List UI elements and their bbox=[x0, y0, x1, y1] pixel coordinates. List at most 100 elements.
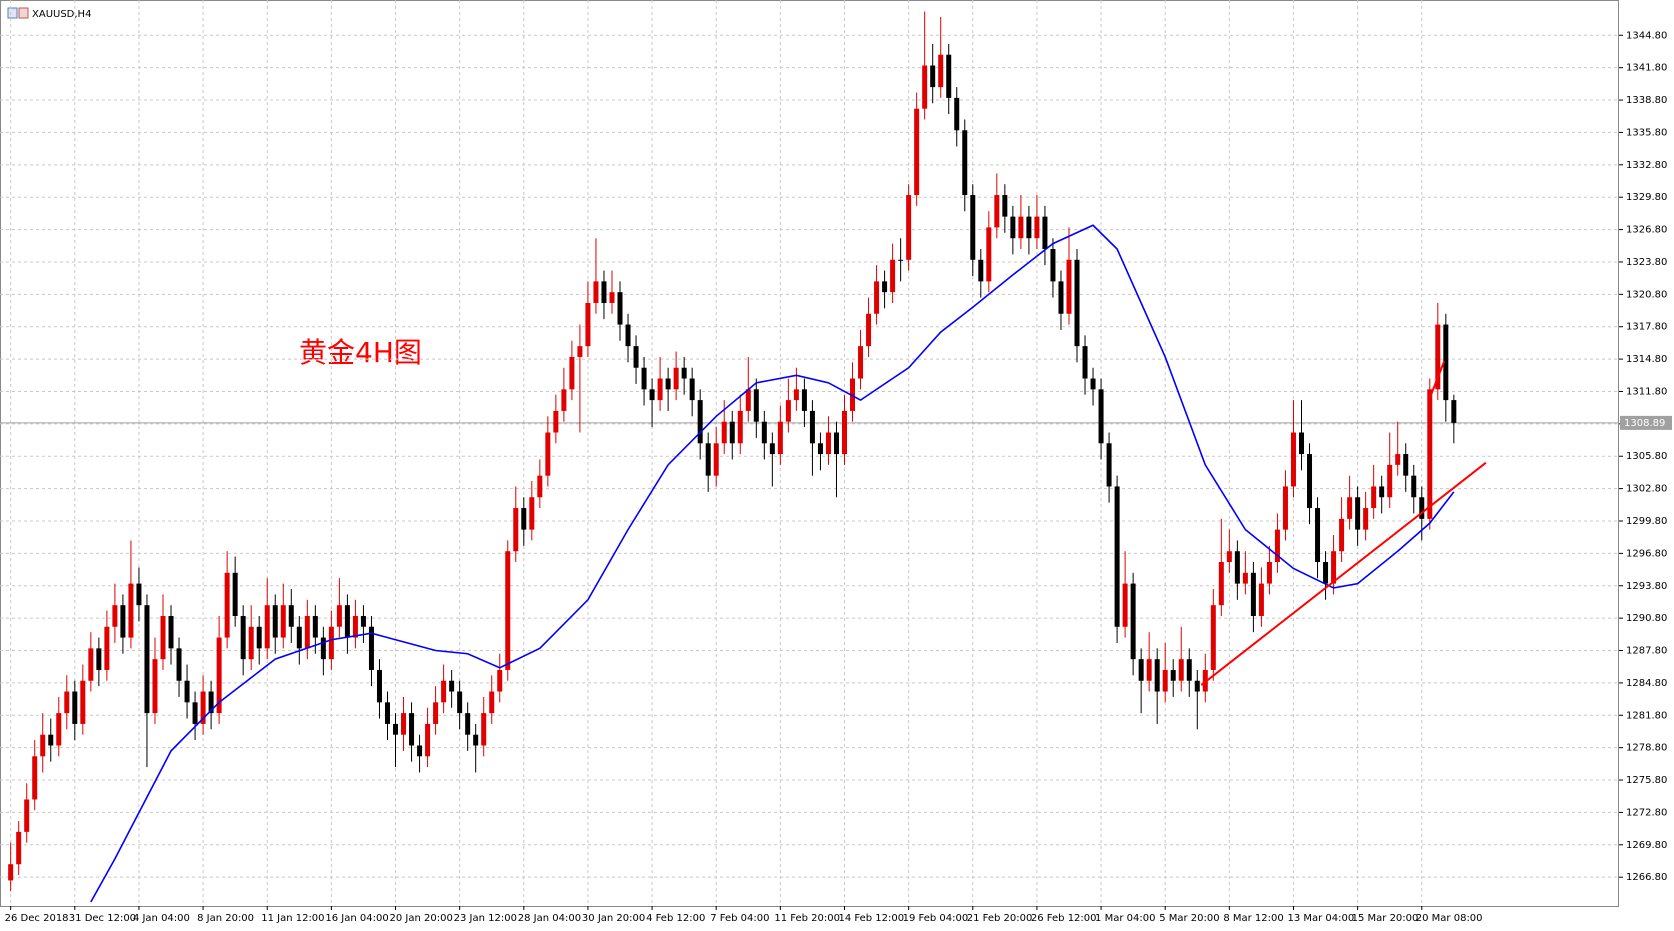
candle-body bbox=[128, 583, 134, 638]
candle-body bbox=[793, 389, 799, 401]
y-tick-label: 1344.80 bbox=[1626, 30, 1667, 41]
candle-body bbox=[104, 626, 110, 670]
candle-body bbox=[705, 443, 711, 476]
candle-body bbox=[272, 605, 278, 638]
y-tick-label: 1284.80 bbox=[1626, 678, 1667, 689]
y-tick-label: 1335.80 bbox=[1626, 127, 1667, 138]
candle-body bbox=[1122, 583, 1128, 627]
candle-body bbox=[1315, 508, 1321, 563]
y-tick-label: 1323.80 bbox=[1626, 257, 1667, 268]
candle-body bbox=[1387, 464, 1393, 498]
candle-body bbox=[1050, 249, 1056, 282]
candle-body bbox=[521, 508, 527, 530]
y-tick-label: 1290.80 bbox=[1626, 613, 1667, 624]
candle-body bbox=[938, 54, 944, 88]
candle-body bbox=[866, 313, 872, 347]
candle-body bbox=[1002, 195, 1008, 217]
candle-body bbox=[401, 713, 407, 735]
trendline bbox=[1200, 461, 1487, 686]
candle-body bbox=[240, 615, 246, 660]
candle-body bbox=[344, 605, 350, 638]
candle-body bbox=[657, 378, 663, 401]
candle-body bbox=[376, 669, 382, 703]
candle-body bbox=[441, 680, 447, 703]
candle-body bbox=[1403, 454, 1409, 476]
candle-body bbox=[729, 421, 735, 444]
candle-body bbox=[409, 713, 415, 746]
x-tick-label: 11 Jan 12:00 bbox=[261, 913, 324, 924]
plot-frame bbox=[0, 0, 1619, 907]
x-tick-label: 5 Mar 20:00 bbox=[1159, 913, 1219, 924]
candle-body bbox=[1130, 583, 1136, 660]
candle-body bbox=[24, 799, 30, 832]
candle-body bbox=[1363, 508, 1369, 530]
candle-body bbox=[489, 691, 495, 714]
candle-body bbox=[184, 680, 190, 703]
candle-body bbox=[801, 389, 807, 411]
candle-body bbox=[761, 421, 767, 444]
window-icon bbox=[7, 7, 29, 19]
candle-body bbox=[144, 605, 150, 714]
candle-body bbox=[529, 497, 535, 530]
candle-body bbox=[1026, 216, 1032, 239]
candle-body bbox=[946, 54, 952, 98]
x-tick-label: 13 Mar 04:00 bbox=[1287, 913, 1354, 924]
x-tick-label: 31 Dec 12:00 bbox=[69, 913, 136, 924]
x-tick-label: 16 Jan 04:00 bbox=[325, 913, 388, 924]
candle-body bbox=[930, 65, 936, 88]
candle-body bbox=[296, 626, 302, 649]
candle-body bbox=[457, 691, 463, 714]
candle-body bbox=[1339, 518, 1345, 552]
candle-body bbox=[393, 723, 399, 735]
candle-body bbox=[417, 745, 423, 757]
x-tick-label: 26 Dec 2018 bbox=[5, 913, 69, 924]
candle-body bbox=[874, 281, 880, 314]
candle-body bbox=[673, 367, 679, 390]
candle-body bbox=[1218, 562, 1224, 606]
candle-body bbox=[1355, 497, 1361, 530]
candle-body bbox=[304, 615, 310, 649]
y-tick-label: 1266.80 bbox=[1626, 872, 1667, 883]
candle-body bbox=[1419, 497, 1425, 519]
candle-body bbox=[1226, 551, 1232, 563]
last-price-box bbox=[1620, 415, 1672, 430]
candle-body bbox=[625, 324, 631, 347]
candle-body bbox=[1250, 572, 1256, 616]
candle-body bbox=[1242, 572, 1248, 584]
candles bbox=[8, 11, 1457, 892]
x-tick-label: 8 Jan 20:00 bbox=[197, 913, 254, 924]
candle-body bbox=[168, 615, 174, 649]
candle-body bbox=[1146, 659, 1152, 681]
candle-body bbox=[890, 259, 896, 293]
candle-body bbox=[384, 702, 390, 724]
y-tick-label: 1272.80 bbox=[1626, 807, 1667, 818]
candle-body bbox=[1307, 454, 1313, 509]
candle-body bbox=[56, 713, 62, 746]
candle-body bbox=[48, 734, 54, 746]
candle-body bbox=[617, 292, 623, 325]
candle-body bbox=[120, 605, 126, 638]
candle-body bbox=[1443, 324, 1449, 401]
y-tick-label: 1317.80 bbox=[1626, 322, 1667, 333]
y-tick-label: 1278.80 bbox=[1626, 743, 1667, 754]
candle-body bbox=[1066, 259, 1072, 314]
y-tick-label: 1302.80 bbox=[1626, 484, 1667, 495]
x-tick-label: 26 Feb 12:00 bbox=[1031, 913, 1097, 924]
y-tick-label: 1311.80 bbox=[1626, 386, 1667, 397]
candle-body bbox=[136, 583, 142, 606]
candle-body bbox=[970, 195, 976, 260]
candle-body bbox=[850, 378, 856, 411]
y-tick-label: 1338.80 bbox=[1626, 95, 1667, 106]
x-tick-label: 15 Mar 20:00 bbox=[1352, 913, 1419, 924]
candle-body bbox=[1098, 389, 1104, 444]
candle-body bbox=[112, 605, 118, 627]
candle-body bbox=[1323, 562, 1329, 584]
y-tick-label: 1332.80 bbox=[1626, 160, 1667, 171]
candle-body bbox=[40, 734, 46, 757]
candle-body bbox=[192, 702, 198, 724]
candle-body bbox=[978, 259, 984, 282]
candle-body bbox=[922, 65, 928, 109]
x-tick-label: 23 Jan 12:00 bbox=[454, 913, 517, 924]
candle-body bbox=[481, 713, 487, 746]
